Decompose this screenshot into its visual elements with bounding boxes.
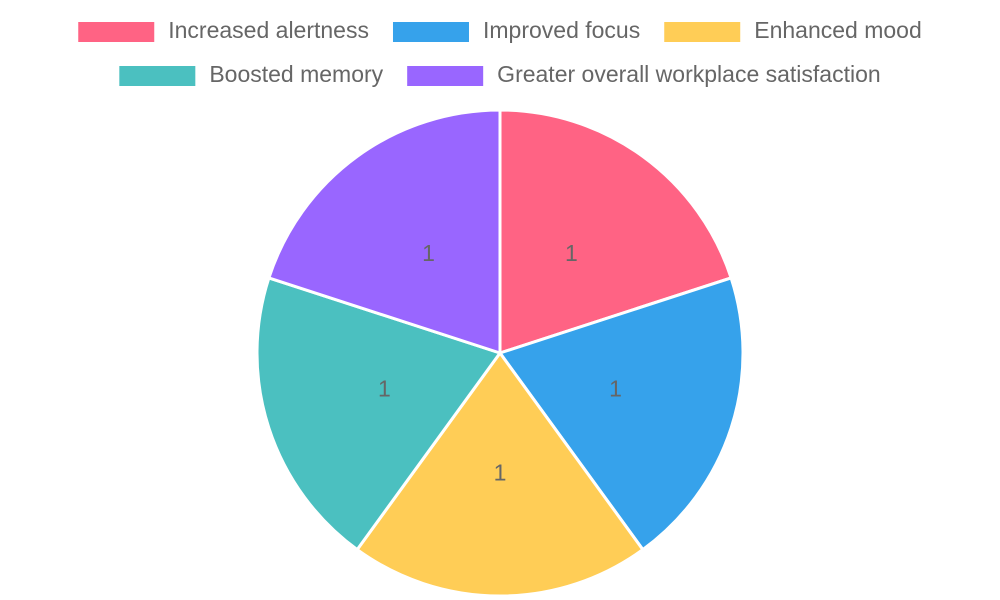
legend-label: Greater overall workplace satisfaction <box>497 61 881 87</box>
legend-label: Boosted memory <box>209 61 383 87</box>
pie-slice <box>267 108 502 356</box>
pie-slice <box>497 276 745 552</box>
legend-item[interactable]: Greater overall workplace satisfaction <box>407 61 881 87</box>
data-label: 1 <box>609 376 622 402</box>
legend-swatch <box>78 22 155 42</box>
legend-swatch <box>392 22 469 42</box>
data-label: 1 <box>422 240 435 266</box>
data-label: 1 <box>565 240 578 266</box>
legend-label: Improved focus <box>483 17 640 43</box>
legend-item[interactable]: Boosted memory <box>119 61 384 87</box>
legend-label: Increased alertness <box>168 17 369 43</box>
legend-item[interactable]: Increased alertness <box>78 17 369 43</box>
legend-label: Enhanced mood <box>754 17 922 43</box>
legend-item[interactable]: Enhanced mood <box>664 17 922 43</box>
pie-slice <box>255 276 503 552</box>
legend-swatch <box>664 22 741 42</box>
legend-swatch <box>119 66 196 86</box>
data-label: 1 <box>378 376 391 402</box>
data-label: 1 <box>494 460 507 486</box>
pie-slice <box>355 350 645 598</box>
legend-swatch <box>407 66 484 86</box>
pie-slice <box>498 108 733 356</box>
legend-item[interactable]: Improved focus <box>392 17 640 43</box>
